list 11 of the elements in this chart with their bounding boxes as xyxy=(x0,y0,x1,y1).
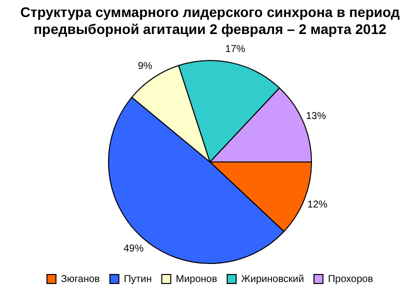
chart-title: Структура суммарного лидерского синхрона в период предвыборной агитации 2 февраля – 2 марта 2012 xyxy=(19,4,401,39)
legend-label: Зюганов xyxy=(60,274,100,285)
legend-label: Путин xyxy=(124,274,152,285)
legend-label: Жириновский xyxy=(241,274,304,285)
data-label: 12% xyxy=(307,199,328,210)
legend-label: Миронов xyxy=(176,274,218,285)
data-label: 13% xyxy=(306,110,326,122)
data-label: 17% xyxy=(225,44,246,56)
data-label: 49% xyxy=(124,243,144,254)
data-label: 9% xyxy=(138,61,152,72)
legend-label: Прохоров xyxy=(328,274,374,285)
